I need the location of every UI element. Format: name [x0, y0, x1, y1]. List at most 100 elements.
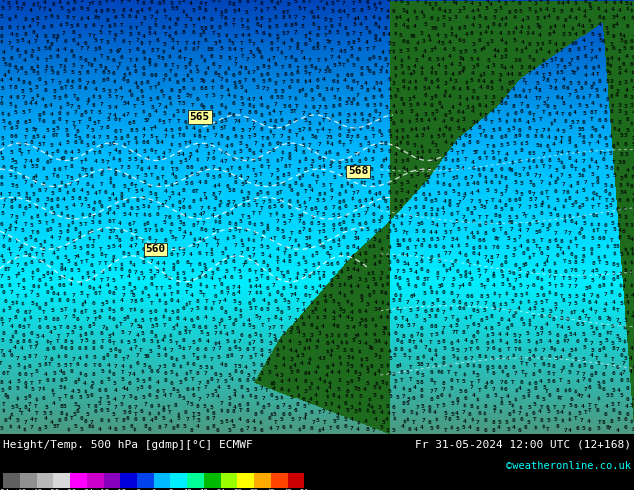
Text: 4: 4: [14, 220, 18, 225]
Text: 5: 5: [85, 191, 89, 196]
Text: T: T: [405, 231, 409, 236]
Text: T: T: [171, 167, 175, 172]
Text: 8: 8: [356, 134, 360, 140]
Text: 4: 4: [8, 416, 12, 421]
Text: 6: 6: [69, 394, 73, 400]
Text: 5: 5: [456, 192, 460, 196]
Text: 5: 5: [549, 58, 553, 63]
Text: $: $: [384, 381, 388, 386]
Text: 6: 6: [566, 86, 570, 91]
Text: 6: 6: [371, 212, 375, 218]
Text: 4: 4: [416, 41, 420, 46]
Text: 6: 6: [65, 237, 69, 242]
Text: 4: 4: [296, 354, 300, 359]
Text: 4: 4: [405, 253, 409, 258]
Text: $: $: [206, 205, 210, 210]
Text: 4: 4: [363, 387, 367, 392]
Text: 3: 3: [519, 65, 523, 70]
Text: 6: 6: [367, 30, 371, 35]
Text: 5: 5: [105, 56, 109, 61]
Text: $: $: [288, 365, 292, 370]
Text: T: T: [430, 333, 434, 338]
Text: 6: 6: [51, 132, 55, 138]
Text: $: $: [114, 324, 118, 329]
Text: 6: 6: [594, 127, 598, 133]
Text: 8: 8: [577, 316, 581, 321]
Text: T: T: [203, 192, 207, 196]
Text: 5: 5: [105, 40, 109, 45]
Text: 5: 5: [332, 175, 336, 180]
Text: 7: 7: [353, 231, 357, 236]
Text: 8: 8: [545, 246, 549, 251]
Text: 5: 5: [393, 23, 397, 28]
Text: 5: 5: [415, 307, 419, 312]
Text: 7: 7: [514, 371, 518, 376]
Text: 6: 6: [111, 142, 115, 147]
Text: 4: 4: [581, 309, 585, 314]
Text: T: T: [605, 197, 609, 202]
Text: 8: 8: [226, 255, 230, 260]
Text: 6: 6: [276, 142, 280, 147]
Text: 3: 3: [387, 229, 391, 234]
Text: 8: 8: [62, 156, 66, 161]
Text: $: $: [22, 164, 26, 169]
Text: 6: 6: [237, 378, 241, 383]
Text: 6: 6: [513, 94, 517, 99]
Text: 5: 5: [148, 97, 152, 102]
Text: 5: 5: [381, 331, 385, 336]
Text: 4: 4: [401, 252, 405, 257]
Text: $: $: [482, 412, 486, 416]
Text: 5: 5: [224, 269, 228, 273]
Text: 4: 4: [308, 338, 312, 343]
Text: 4: 4: [461, 166, 465, 171]
Text: 3: 3: [360, 298, 364, 303]
Text: T: T: [447, 370, 451, 375]
Text: 4: 4: [300, 316, 304, 321]
Text: 5: 5: [231, 424, 235, 429]
Text: 6: 6: [608, 317, 612, 322]
Text: 4: 4: [147, 166, 151, 171]
Text: 6: 6: [484, 133, 488, 139]
Text: 4: 4: [587, 419, 591, 424]
Text: 5: 5: [111, 278, 115, 283]
Text: T: T: [119, 128, 123, 134]
Text: 3: 3: [462, 117, 466, 122]
Text: T: T: [359, 32, 363, 37]
Text: T: T: [178, 1, 182, 6]
Text: 6: 6: [56, 54, 60, 59]
Text: T: T: [101, 339, 105, 343]
Text: 5: 5: [506, 127, 510, 133]
Text: 6: 6: [615, 207, 619, 213]
Text: T: T: [41, 253, 45, 258]
Text: 4: 4: [338, 291, 342, 296]
Text: 5: 5: [52, 424, 56, 429]
Text: 6: 6: [531, 283, 535, 288]
Text: 8: 8: [108, 219, 112, 224]
Text: 4: 4: [454, 1, 458, 6]
Text: 4: 4: [71, 389, 75, 394]
Text: 7: 7: [7, 6, 11, 11]
Text: $: $: [372, 332, 376, 337]
Text: 5: 5: [238, 149, 242, 154]
Text: 3: 3: [477, 24, 481, 29]
Text: 8: 8: [528, 125, 532, 131]
Text: 6: 6: [370, 346, 374, 351]
Text: 4: 4: [435, 223, 439, 228]
Text: 6: 6: [414, 345, 418, 350]
Text: 7: 7: [254, 180, 258, 185]
Text: 4: 4: [405, 318, 409, 323]
Text: 6: 6: [176, 282, 180, 287]
Text: 6: 6: [429, 198, 433, 203]
Text: 7: 7: [44, 356, 48, 361]
Text: 4: 4: [329, 353, 333, 358]
Text: 4: 4: [437, 40, 441, 45]
Text: $: $: [78, 333, 82, 338]
Text: 6: 6: [602, 236, 606, 241]
Text: 6: 6: [563, 334, 567, 339]
Text: 8: 8: [338, 97, 342, 102]
Text: 7: 7: [371, 117, 375, 122]
Text: 8: 8: [205, 380, 209, 385]
Text: 4: 4: [294, 349, 298, 354]
Text: T: T: [559, 378, 563, 383]
Text: 5: 5: [422, 318, 426, 323]
